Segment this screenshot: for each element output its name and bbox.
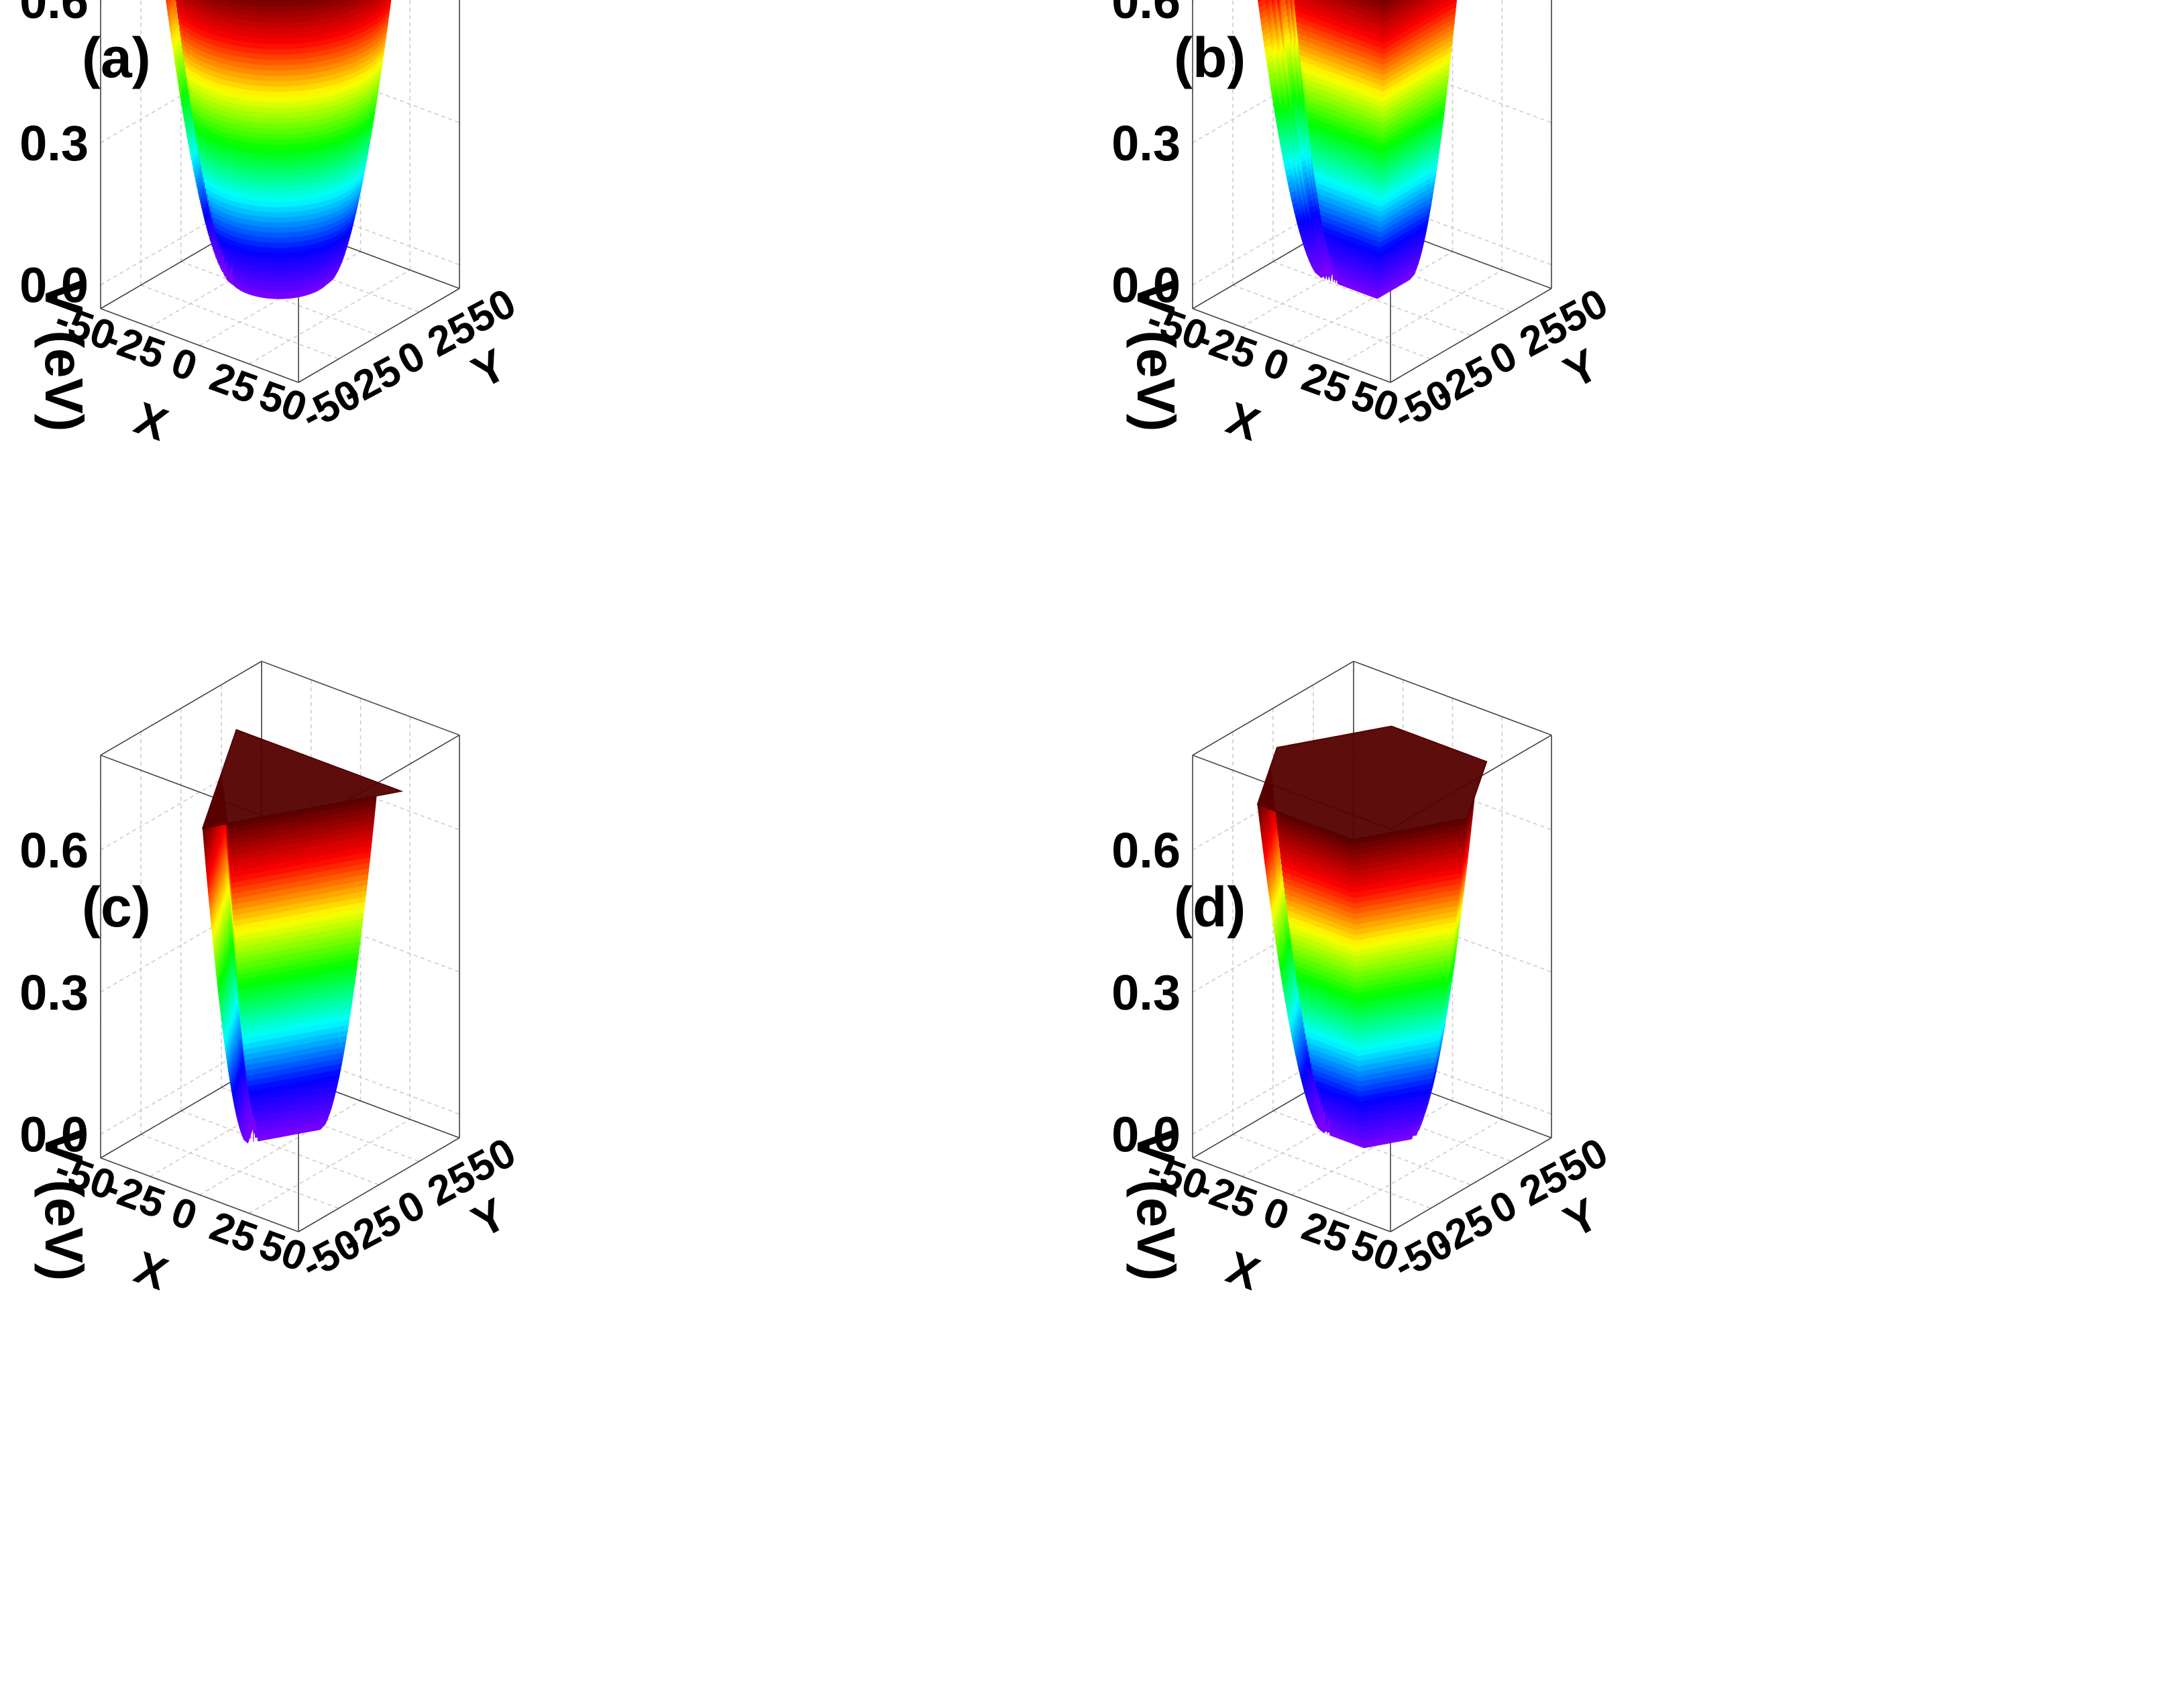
surface-group bbox=[166, 0, 392, 299]
box-edge-bottom bbox=[1192, 308, 1391, 383]
surface-band bbox=[1336, 0, 1415, 18]
z-tick-label: 0.0 bbox=[19, 1107, 89, 1163]
gridline-back-z bbox=[1353, 48, 1552, 123]
z-axis-label: V (eV) bbox=[1126, 280, 1186, 432]
z-tick-label: 0.6 bbox=[19, 0, 89, 29]
gridline-floor-y bbox=[140, 1134, 339, 1209]
z-tick-label: 0.6 bbox=[1111, 0, 1181, 29]
z-tick-label: 0.3 bbox=[1111, 115, 1181, 171]
z-tick-label: 0.0 bbox=[19, 258, 89, 313]
box-edge-top bbox=[100, 660, 262, 756]
z-tick-label: 0.3 bbox=[19, 965, 89, 1020]
surface-band bbox=[1351, 0, 1406, 13]
gridline-floor-x bbox=[248, 1118, 411, 1214]
surface-band bbox=[1322, 0, 1424, 23]
gridline-floor-y bbox=[140, 284, 339, 360]
surface-rim bbox=[1256, 725, 1488, 841]
surface-group bbox=[201, 729, 404, 1144]
x-tick-label: 0 bbox=[1258, 339, 1295, 390]
box-edge-bottom bbox=[298, 1137, 460, 1232]
box-edge-top bbox=[1353, 660, 1552, 736]
surface-band bbox=[1314, 262, 1415, 299]
panel-b: (b) 0.0 0.3 0.6 V (eV) -50 -25 0 25 50 X -50 -25 0 25 5… bbox=[1092, 0, 2184, 849]
z-tick-label: 0.0 bbox=[1111, 258, 1181, 313]
gridline-back-z bbox=[1353, 1039, 1552, 1115]
gridline-floor-y bbox=[1272, 261, 1472, 336]
panel-label: (b) bbox=[1174, 26, 1246, 89]
gridline-floor-x bbox=[248, 269, 411, 365]
gridline-floor-x bbox=[1340, 1118, 1503, 1214]
box-edge-bottom bbox=[100, 308, 299, 383]
z-axis-label: V (eV) bbox=[34, 280, 94, 432]
surface-rim bbox=[201, 729, 404, 829]
surface-band bbox=[1365, 0, 1397, 7]
x-tick-label: 25 bbox=[1296, 354, 1355, 413]
z-tick-label: 0.3 bbox=[1111, 965, 1181, 1020]
z-tick-label: 0.6 bbox=[19, 823, 89, 878]
surface-band bbox=[245, 0, 311, 3]
panel-label: (c) bbox=[82, 875, 151, 939]
z-axis-label: V (eV) bbox=[1126, 1129, 1186, 1281]
z-tick-label: 0.3 bbox=[19, 115, 89, 171]
gridline-floor-x bbox=[1291, 251, 1453, 346]
panel-label: (a) bbox=[82, 26, 151, 89]
panel-d: (d) 0.0 0.3 0.6 V (eV) -50 -25 0 25 50 X -50 -25 0 25 5… bbox=[1092, 660, 2184, 1698]
gridline-floor-y bbox=[180, 1110, 380, 1185]
box-edge-bottom bbox=[1192, 1157, 1391, 1232]
x-tick-label: 0 bbox=[166, 339, 203, 390]
box-edge-bottom bbox=[1390, 1137, 1552, 1232]
surface-band bbox=[190, 0, 367, 19]
surface-band bbox=[1318, 1110, 1421, 1149]
panel-c: (c) 0.0 0.3 0.6 V (eV) -50 -25 0 25 50 X -50 -25 0 25 5… bbox=[0, 660, 1092, 1698]
surface-band bbox=[222, 260, 335, 299]
z-tick-label: 0.6 bbox=[1111, 823, 1181, 878]
box-edge-top bbox=[261, 660, 460, 736]
x-tick-label: 25 bbox=[1296, 1203, 1355, 1262]
x-axis-label: X bbox=[128, 392, 174, 451]
x-axis-label: X bbox=[1220, 1242, 1266, 1300]
x-tick-label: 25 bbox=[204, 354, 263, 413]
z-axis-label: V (eV) bbox=[34, 1129, 94, 1281]
x-tick-label: 25 bbox=[204, 1203, 263, 1262]
x-axis-label: X bbox=[128, 1242, 174, 1300]
box-edge-bottom bbox=[100, 1157, 299, 1232]
box-edge-bottom bbox=[298, 288, 460, 383]
surface-band bbox=[1307, 0, 1433, 29]
z-tick-label: 0.0 bbox=[1111, 1107, 1181, 1163]
x-axis-label: X bbox=[1220, 392, 1266, 451]
box-edge-bottom bbox=[1390, 288, 1552, 383]
gridline-floor-y bbox=[1272, 1110, 1472, 1185]
panel-a: (a) 0.0 0.3 0.6 V (eV) -50 -25 0 25 50 X -50 -25 0 25 5… bbox=[0, 0, 1092, 849]
surface-group bbox=[1256, 725, 1488, 1149]
gridline-back-z bbox=[261, 1039, 460, 1115]
gridline-back-z bbox=[1353, 190, 1552, 266]
gridline-back-z bbox=[261, 190, 460, 266]
x-tick-label: 0 bbox=[166, 1188, 203, 1240]
gridline-floor-x bbox=[199, 1100, 361, 1196]
gridline-floor-y bbox=[1232, 284, 1431, 360]
surface-group bbox=[1257, 0, 1458, 299]
panel-label: (d) bbox=[1174, 875, 1246, 939]
gridline-floor-y bbox=[1232, 1134, 1431, 1209]
x-tick-label: 0 bbox=[1258, 1188, 1295, 1240]
gridline-floor-x bbox=[1291, 1100, 1453, 1196]
surface-band bbox=[243, 1114, 326, 1144]
gridline-floor-x bbox=[1340, 269, 1503, 365]
box-edge-top bbox=[1192, 660, 1354, 756]
